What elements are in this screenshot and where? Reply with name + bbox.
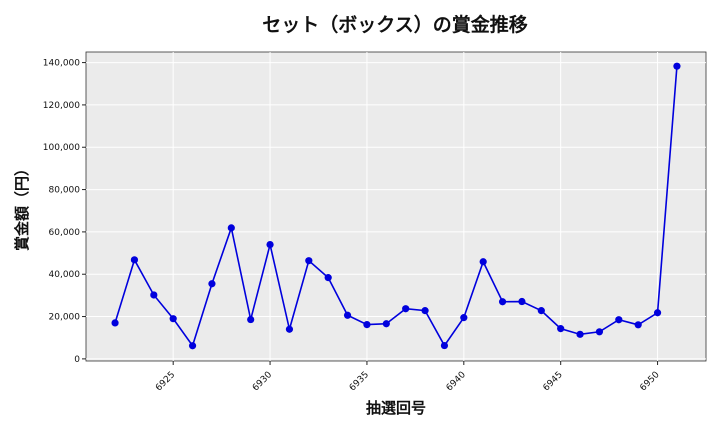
- data-point: [169, 315, 177, 323]
- data-point: [421, 307, 429, 315]
- data-point: [440, 341, 449, 350]
- data-point: [324, 274, 332, 282]
- y-axis-ticks: 0 20,000 40,000 60,000 80,000 100,000 120,000 1…: [43, 59, 86, 365]
- y-tick-label: 120,000: [43, 101, 80, 111]
- y-tick-label: 20,000: [49, 313, 81, 323]
- x-tick-label: 6930: [251, 370, 274, 393]
- x-tick-label: 6940: [445, 370, 468, 393]
- data-point: [343, 311, 352, 319]
- data-point: [498, 298, 507, 306]
- x-tick-label: 6950: [638, 370, 661, 393]
- x-axis-label: 抽選回号: [366, 399, 426, 417]
- y-tick-label: 40,000: [49, 270, 81, 280]
- y-tick-label: 80,000: [49, 186, 81, 196]
- chart-title: セット（ボックス）の賞金推移: [262, 13, 527, 36]
- x-tick-label: 6935: [348, 370, 371, 393]
- y-tick-label: 140,000: [43, 59, 80, 69]
- data-point: [266, 240, 274, 249]
- data-point: [150, 291, 158, 299]
- y-tick-label: 60,000: [49, 228, 81, 238]
- data-point: [382, 320, 390, 328]
- data-point: [208, 280, 216, 288]
- x-tick-label: 6925: [154, 370, 177, 393]
- data-point: [576, 330, 584, 338]
- data-point: [634, 321, 642, 329]
- data-point: [227, 224, 235, 232]
- data-point: [653, 309, 662, 317]
- data-point: [460, 314, 468, 322]
- data-point: [247, 315, 255, 324]
- plot-area: [85, 51, 707, 362]
- x-axis-ticks: 6925 6930 6935 6940 6945 6950: [154, 361, 662, 393]
- data-point: [557, 325, 565, 333]
- data-point: [130, 256, 139, 264]
- data-point: [518, 297, 526, 306]
- y-tick-label: 100,000: [43, 143, 80, 153]
- data-point: [285, 325, 294, 333]
- data-point: [305, 257, 313, 265]
- data-point: [363, 320, 371, 329]
- data-point: [111, 319, 119, 327]
- y-tick-label: 0: [74, 355, 80, 365]
- y-axis-label: 賞金額（円）: [13, 161, 31, 251]
- x-tick-label: 6945: [542, 370, 565, 393]
- series-layer: [111, 62, 681, 350]
- data-point: [188, 342, 197, 350]
- data-point: [479, 258, 487, 266]
- data-point: [537, 307, 545, 315]
- data-point: [673, 62, 681, 70]
- data-point: [595, 328, 604, 336]
- data-point: [402, 305, 410, 313]
- data-point: [615, 316, 623, 324]
